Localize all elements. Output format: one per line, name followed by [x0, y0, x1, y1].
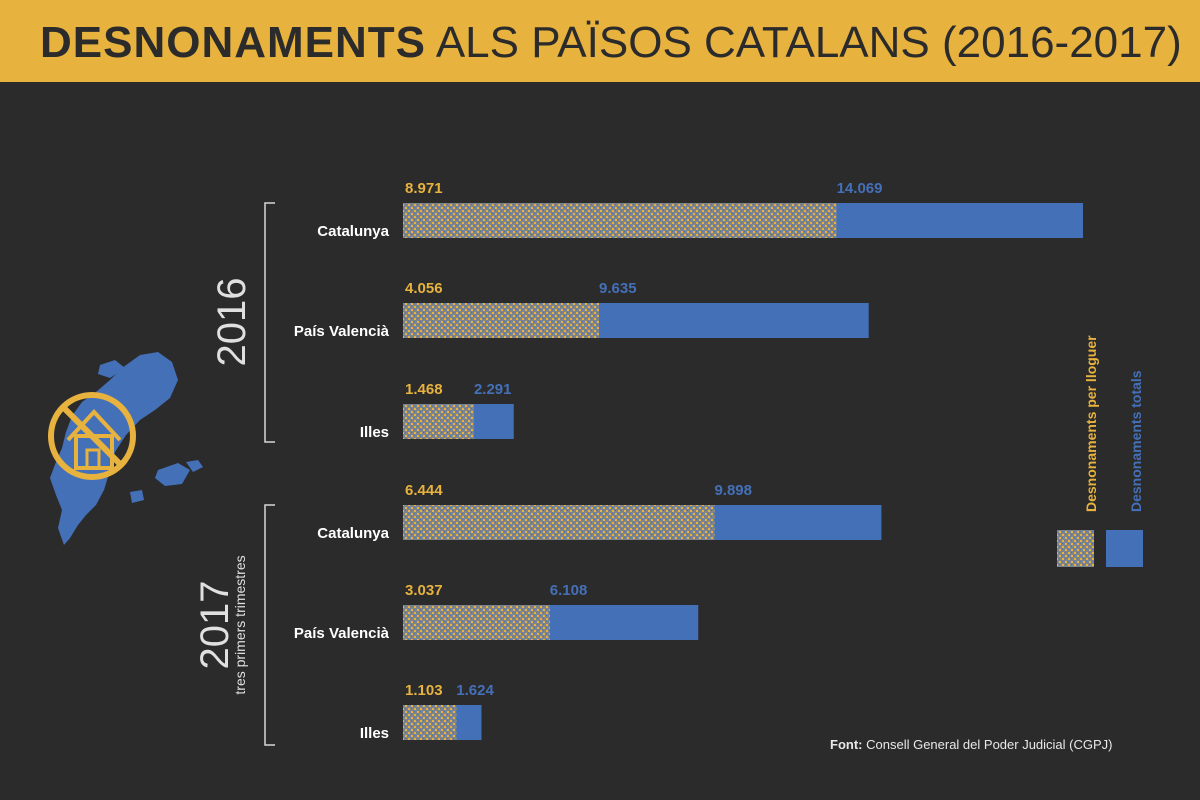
- legend-label-rental: Desnonaments per lloguer: [1083, 335, 1099, 512]
- value-label-rental: 6.444: [405, 482, 443, 499]
- category-label: País Valencià: [294, 323, 390, 340]
- legend-swatch-rental: [1057, 530, 1094, 567]
- group-sublabel-2017: tres primers trimestres: [232, 555, 248, 694]
- bar-rental: [403, 203, 837, 238]
- group-label-2017: 2017: [193, 581, 237, 670]
- value-label-rental: 1.468: [405, 381, 443, 398]
- category-label: Catalunya: [317, 223, 389, 240]
- bracket-2017: [264, 504, 275, 746]
- legend-swatch-total: [1106, 530, 1143, 567]
- value-label-total: 1.624: [456, 682, 494, 699]
- bracket-2016: [264, 202, 275, 443]
- value-label-total: 9.898: [714, 482, 752, 499]
- no-house-icon: [48, 392, 136, 480]
- value-label-rental: 1.103: [405, 682, 443, 699]
- header-bar: DESNONAMENTS ALS PAÏSOS CATALANS (2016-2…: [0, 0, 1200, 82]
- source-label: Font:: [830, 737, 863, 752]
- legend-label-total: Desnonaments totals: [1128, 370, 1144, 512]
- bar-rental: [403, 605, 550, 640]
- bars-layer: 8.971 14.069 Catalunya 4.056 9.635 País Valen…: [294, 180, 1083, 742]
- value-label-total: 6.108: [550, 582, 588, 599]
- bar-rental: [403, 303, 600, 338]
- page-title: DESNONAMENTS ALS PAÏSOS CATALANS (2016-2…: [40, 0, 1182, 82]
- title-rest: ALS PAÏSOS CATALANS (2016-2017): [435, 18, 1182, 67]
- value-label-total: 9.635: [599, 280, 637, 297]
- source-text: Consell General del Poder Judicial (CGPJ…: [866, 737, 1113, 752]
- legend: Desnonaments per lloguer Desnonaments to…: [1057, 335, 1144, 567]
- value-label-total: 14.069: [837, 180, 883, 197]
- category-label: Illes: [360, 424, 389, 441]
- value-label-rental: 3.037: [405, 582, 443, 599]
- group-label-2016: 2016: [210, 278, 254, 367]
- category-label: Illes: [360, 725, 389, 742]
- source-note: Font: Consell General del Poder Judicial…: [830, 737, 1113, 752]
- category-label: Catalunya: [317, 525, 389, 542]
- value-label-rental: 4.056: [405, 280, 443, 297]
- category-label: País Valencià: [294, 625, 390, 642]
- bar-rental: [403, 505, 715, 540]
- bar-rental: [403, 705, 457, 740]
- value-label-total: 2.291: [474, 381, 512, 398]
- bar-rental: [403, 404, 474, 439]
- value-label-rental: 8.971: [405, 180, 443, 197]
- catalan-countries-map-icon: [50, 352, 203, 545]
- title-bold: DESNONAMENTS: [40, 18, 427, 67]
